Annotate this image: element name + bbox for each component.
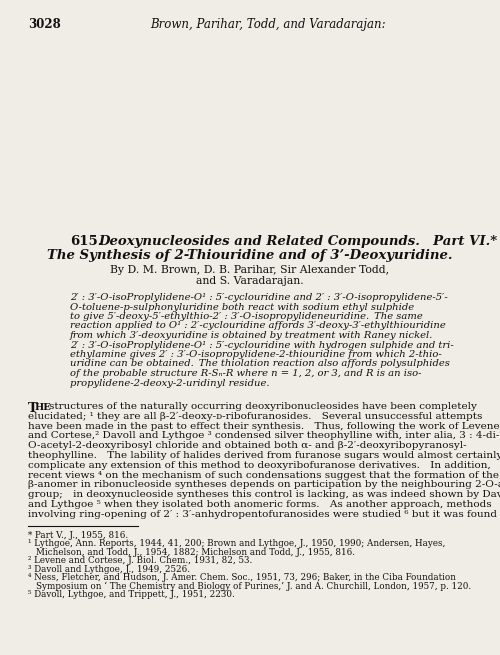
Text: 615.: 615. [70,235,102,248]
Text: uridine can be obtained. The thiolation reaction also affords polysulphides: uridine can be obtained. The thiolation … [70,360,450,369]
Text: 2′ : 3′-O-isoProplylidene-O¹ : 5′-cyclouridine and 2′ : 3′-O-isopropylidene-5′-: 2′ : 3′-O-isoProplylidene-O¹ : 5′-cyclou… [70,293,448,302]
Text: to give 5′-deoxy-5′-ethylthio-2′ : 3′-O-isopropylideneuridine. The same: to give 5′-deoxy-5′-ethylthio-2′ : 3′-O-… [70,312,423,321]
Text: β-anomer in ribonucleoside syntheses depends on participation by the neighbourin: β-anomer in ribonucleoside syntheses dep… [28,480,500,489]
Text: and Cortese,² Davoll and Lythgoe ³ condensed silver theophylline with, inter ali: and Cortese,² Davoll and Lythgoe ³ conde… [28,432,500,440]
Text: By D. M. Brown, D. B. Parihar, Sir Alexander Todd,: By D. M. Brown, D. B. Parihar, Sir Alexa… [110,265,390,275]
Text: elucidated; ¹ they are all β-2′-deoxy-ᴅ-ribofuranosides. Several unsuccessful at: elucidated; ¹ they are all β-2′-deoxy-ᴅ-… [28,412,482,421]
Text: ⁵ Davoll, Lythgoe, and Trippett, J., 1951, 2230.: ⁵ Davoll, Lythgoe, and Trippett, J., 195… [28,590,235,599]
Text: propylidene-2-deoxy-2-uridinyl residue.: propylidene-2-deoxy-2-uridinyl residue. [70,379,270,388]
Text: T: T [28,402,38,415]
Text: from which 3′-deoxyuridine is obtained by treatment with Raney nickel.: from which 3′-deoxyuridine is obtained b… [70,331,434,340]
Text: The Synthesis of 2-Thiouridine and of 3’-Deoxyuridine.: The Synthesis of 2-Thiouridine and of 3’… [47,249,453,262]
Text: and Lythgoe ⁵ when they isolated both anomeric forms. As another approach, metho: and Lythgoe ⁵ when they isolated both an… [28,500,491,509]
Text: involving ring-opening of 2′ : 3′-anhydropentofuranosides were studied ⁶ but it : involving ring-opening of 2′ : 3′-anhydr… [28,510,497,519]
Text: and S. Varadarajan.: and S. Varadarajan. [196,276,304,286]
Text: ⁴ Ness, Fletcher, and Hudson, J. Amer. Chem. Soc., 1951, 73, 296; Baker, in the : ⁴ Ness, Fletcher, and Hudson, J. Amer. C… [28,573,456,582]
Text: ² Levene and Cortese, J. Biol. Chem., 1931, 82, 53.: ² Levene and Cortese, J. Biol. Chem., 19… [28,556,252,565]
Text: reaction applied to O¹ : 2′-cyclouridine affords 3′-deoxy-3′-ethylthiouridine: reaction applied to O¹ : 2′-cyclouridine… [70,322,446,331]
Text: of the probable structure R-Sₙ-R where n = 1, 2, or 3, and R is an iso-: of the probable structure R-Sₙ-R where n… [70,369,422,378]
Text: ¹ Lythgoe, Ann. Reports, 1944, 41, 200; Brown and Lythgoe, J., 1950, 1990; Ander: ¹ Lythgoe, Ann. Reports, 1944, 41, 200; … [28,539,446,548]
Text: 3028: 3028 [28,18,61,31]
Text: O-toluene-p-sulphonyluridine both react with sodium ethyl sulphide: O-toluene-p-sulphonyluridine both react … [70,303,414,312]
Text: group; in deoxynucleoside syntheses this control is lacking, as was indeed shown: group; in deoxynucleoside syntheses this… [28,490,500,499]
Text: have been made in the past to effect their synthesis. Thus, following the work o: have been made in the past to effect the… [28,422,500,430]
Text: ethylamine gives 2′ : 3′-O-isopropylidene-2-thiouridine from which 2-thio-: ethylamine gives 2′ : 3′-O-isopropyliden… [70,350,442,359]
Text: structures of the naturally occurring deoxyribonucleosides have been completely: structures of the naturally occurring de… [49,402,477,411]
Text: ³ Davoll and Lythgoe, J., 1949, 2526.: ³ Davoll and Lythgoe, J., 1949, 2526. [28,565,190,574]
Text: Brown, Parihar, Todd, and Varadarajan:: Brown, Parihar, Todd, and Varadarajan: [150,18,386,31]
Text: theophylline. The lability of halides derived from furanose sugars would almost : theophylline. The lability of halides de… [28,451,500,460]
Text: HE: HE [35,403,52,412]
Text: complicate any extension of this method to deoxyribofuranose derivatives. In add: complicate any extension of this method … [28,461,491,470]
Text: Deoxynucleosides and Related Compounds.  Part VI.*: Deoxynucleosides and Related Compounds. … [98,235,497,248]
Text: Michelson, and Todd, J., 1954, 1882; Michelson and Todd, J., 1955, 816.: Michelson, and Todd, J., 1954, 1882; Mic… [36,548,355,557]
Text: 2′ : 3′-O-isoProplylidene-O¹ : 5′-cyclouridine with hydrogen sulphide and tri-: 2′ : 3′-O-isoProplylidene-O¹ : 5′-cyclou… [70,341,454,350]
Text: O-acetyl-2-deoxyribosyl chloride and obtained both α- and β-2′-deoxyribopyranosy: O-acetyl-2-deoxyribosyl chloride and obt… [28,441,466,450]
Text: Symposium on ‘ The Chemistry and Biology of Purines,’ J. and A. Churchill, Londo: Symposium on ‘ The Chemistry and Biology… [36,582,471,591]
Text: recent views ⁴ on the mechanism of such condensations suggest that the formation: recent views ⁴ on the mechanism of such … [28,470,499,479]
Text: * Part V., J., 1955, 816.: * Part V., J., 1955, 816. [28,531,128,540]
